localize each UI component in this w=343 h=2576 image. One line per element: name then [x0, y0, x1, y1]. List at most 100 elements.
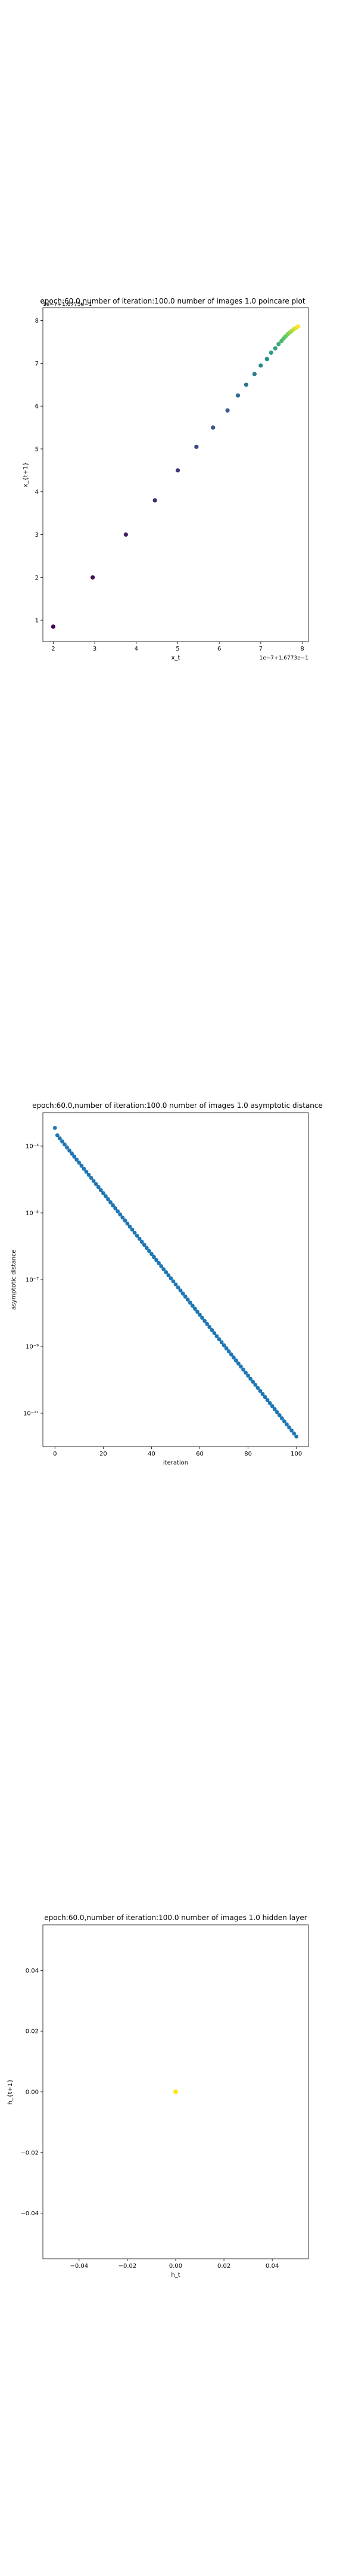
asymptotic-point	[239, 1364, 243, 1369]
asymptotic-y-tick-label: 10⁻¹¹	[23, 1411, 39, 1417]
asymptotic-point	[180, 1291, 185, 1296]
asymptotic-point	[171, 1279, 176, 1284]
asymptotic-point	[132, 1230, 137, 1235]
asymptotic-point	[265, 1398, 270, 1402]
asymptotic-point	[77, 1160, 82, 1165]
asymptotic-point	[142, 1243, 146, 1247]
asymptotic-point	[86, 1172, 91, 1177]
asymptotic-point	[210, 1328, 214, 1332]
asymptotic-point	[65, 1145, 69, 1150]
asymptotic-point	[258, 1389, 263, 1393]
asymptotic-point	[222, 1343, 226, 1348]
asymptotic-point	[188, 1301, 192, 1305]
hidden-layer-y-tick-label: 0.04	[26, 1968, 39, 1974]
poincare-x-tick-label: 4	[135, 646, 138, 652]
asymptotic-point	[118, 1212, 123, 1217]
asymptotic-point	[79, 1163, 84, 1168]
asymptotic-point	[214, 1334, 219, 1339]
asymptotic-point	[246, 1373, 251, 1378]
poincare-x-tick-label: 3	[93, 646, 96, 652]
poincare-point	[269, 350, 273, 355]
asymptotic-y-tick-label: 10⁻⁵	[26, 1210, 39, 1217]
poincare-y-tick-label: 7	[35, 361, 39, 367]
asymptotic-point	[166, 1273, 171, 1278]
asymptotic-point	[137, 1237, 142, 1241]
poincare-x-ticks: 2 3 4 5 6 7 8	[51, 642, 304, 652]
asymptotic-point	[93, 1182, 98, 1187]
poincare-point	[51, 624, 56, 629]
asymptotic-point	[255, 1386, 260, 1390]
asymptotic-point	[195, 1309, 199, 1314]
hidden-layer-x-ticks: −0.04 −0.02 0.00 0.02 0.04	[70, 2259, 279, 2270]
poincare-point	[244, 382, 249, 387]
poincare-y-tick-label: 4	[35, 489, 39, 496]
hidden-layer-chart: epoch:60.0,number of iteration:100.0 num…	[7, 1914, 309, 2278]
asymptotic-x-tick-label: 0	[53, 1451, 57, 1457]
poincare-x-tick-label: 6	[217, 646, 221, 652]
poincare-y-tick-label: 2	[35, 575, 39, 581]
asymptotic-point	[277, 1413, 282, 1417]
asymptotic-point	[248, 1376, 253, 1381]
asymptotic-point	[289, 1428, 294, 1433]
asymptotic-x-label: iteration	[163, 1460, 188, 1466]
asymptotic-point	[82, 1166, 86, 1171]
asymptotic-point	[219, 1340, 224, 1345]
asymptotic-point	[253, 1382, 258, 1387]
hidden-layer-y-tick-label: −0.02	[20, 2150, 39, 2156]
asymptotic-point	[154, 1258, 158, 1262]
asymptotic-point	[152, 1255, 156, 1259]
asymptotic-point	[287, 1425, 291, 1430]
asymptotic-x-tick-label: 100	[291, 1451, 302, 1457]
asymptotic-point	[251, 1379, 255, 1384]
asymptotic-point	[236, 1361, 241, 1366]
hidden-layer-x-tick-label: −0.02	[119, 2263, 137, 2270]
asymptotic-point	[63, 1142, 67, 1147]
poincare-y-tick-label: 1	[35, 618, 39, 624]
poincare-y-tick-label: 5	[35, 446, 39, 453]
asymptotic-points	[52, 1126, 299, 1439]
asymptotic-point	[106, 1197, 110, 1202]
asymptotic-y-tick-label: 10⁻³	[26, 1144, 39, 1150]
poincare-chart: epoch:60.0,number of iteration:100.0 num…	[23, 297, 309, 661]
hidden-layer-x-label: h_t	[171, 2272, 180, 2278]
poincare-points	[51, 324, 301, 629]
asymptotic-point	[272, 1407, 277, 1411]
asymptotic-point	[173, 1282, 178, 1287]
asymptotic-point	[164, 1270, 169, 1274]
hidden-layer-x-tick-label: 0.02	[217, 2263, 230, 2270]
hidden-layer-points	[173, 2089, 178, 2094]
asymptotic-point	[111, 1203, 115, 1208]
asymptotic-point	[207, 1325, 212, 1329]
asymptotic-point	[200, 1315, 204, 1320]
asymptotic-point	[226, 1349, 231, 1354]
hidden-layer-x-tick-label: 0.00	[169, 2263, 182, 2270]
asymptotic-point	[212, 1331, 217, 1336]
asymptotic-x-tick-label: 20	[99, 1451, 107, 1457]
asymptotic-point	[157, 1261, 161, 1265]
poincare-y-tick-label: 6	[35, 404, 39, 410]
asymptotic-point	[57, 1136, 62, 1141]
asymptotic-point	[84, 1169, 89, 1174]
poincare-y-offset-label: 1e−7+1.6773e−1	[43, 302, 92, 308]
asymptotic-point	[52, 1126, 57, 1130]
poincare-x-tick-label: 8	[300, 646, 304, 652]
asymptotic-y-tick-label: 10⁻⁹	[26, 1344, 39, 1351]
asymptotic-point	[282, 1419, 286, 1424]
asymptotic-point	[74, 1157, 79, 1162]
asymptotic-point	[231, 1355, 236, 1360]
asymptotic-point	[67, 1148, 71, 1153]
asymptotic-point	[198, 1312, 202, 1317]
asymptotic-point	[89, 1175, 93, 1180]
poincare-x-tick-label: 5	[176, 646, 179, 652]
poincare-point	[258, 363, 263, 368]
asymptotic-point	[169, 1276, 173, 1281]
asymptotic-point	[285, 1422, 289, 1427]
asymptotic-title: epoch:60.0,number of iteration:100.0 num…	[32, 1101, 323, 1110]
asymptotic-y-tick-label: 10⁻⁷	[26, 1277, 39, 1284]
asymptotic-y-ticks: 10⁻³ 10⁻⁵ 10⁻⁷ 10⁻⁹ 10⁻¹¹	[23, 1144, 43, 1417]
poincare-point	[175, 468, 180, 473]
asymptotic-point	[159, 1264, 164, 1268]
poincare-y-tick-label: 8	[35, 318, 39, 324]
asymptotic-point	[229, 1352, 233, 1357]
